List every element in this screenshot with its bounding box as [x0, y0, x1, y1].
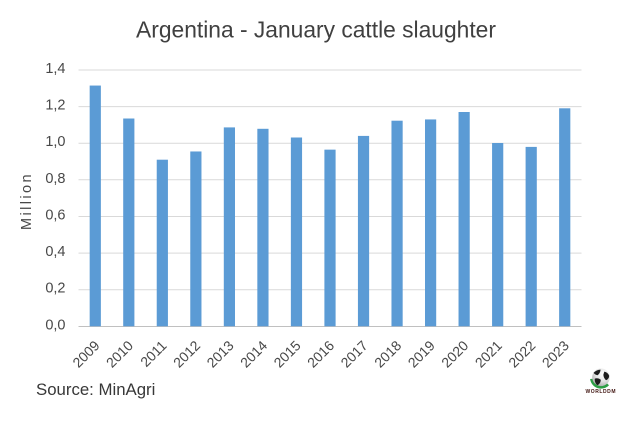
svg-text:0,0: 0,0: [45, 317, 65, 333]
svg-text:1,0: 1,0: [45, 134, 65, 150]
svg-text:0,4: 0,4: [45, 244, 65, 260]
svg-text:Source: MinAgri: Source: MinAgri: [36, 380, 155, 399]
svg-text:WORLDDM: WORLDDM: [586, 389, 617, 395]
svg-text:Argentina - January cattle sla: Argentina - January cattle slaughter: [136, 16, 496, 42]
svg-text:1,4: 1,4: [45, 61, 65, 77]
svg-text:0,6: 0,6: [45, 208, 65, 224]
svg-text:0,2: 0,2: [45, 281, 65, 297]
svg-text:Million: Million: [19, 172, 35, 230]
svg-text:0,8: 0,8: [45, 171, 65, 187]
svg-text:1,2: 1,2: [45, 98, 65, 114]
